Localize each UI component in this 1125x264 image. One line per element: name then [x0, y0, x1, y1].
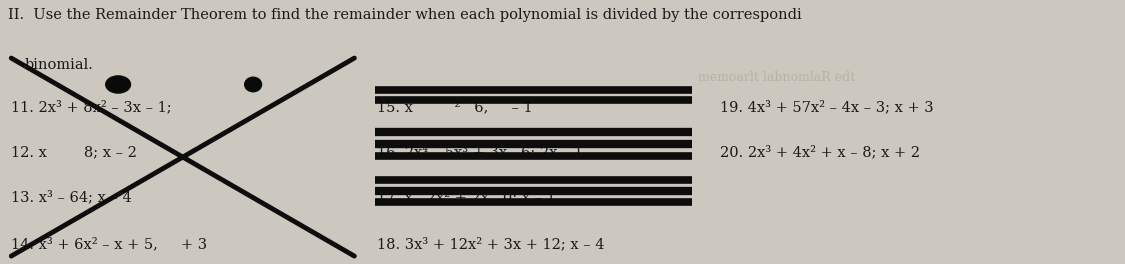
Text: 16  2x⁴ – 5x³ + 3x   6; 2x – 1: 16 2x⁴ – 5x³ + 3x 6; 2x – 1	[377, 145, 583, 159]
Text: 15. x         ²   6,     – 1: 15. x ² 6, – 1	[377, 100, 532, 114]
Text: 17. x   2x² + 2x   0; x – 1: 17. x 2x² + 2x 0; x – 1	[377, 190, 556, 204]
Text: 14. x³ + 6x² – x + 5,     + 3: 14. x³ + 6x² – x + 5, + 3	[11, 238, 207, 252]
Text: 12. x        8; x – 2: 12. x 8; x – 2	[11, 145, 137, 159]
Text: 13. x³ – 64; x – 4: 13. x³ – 64; x – 4	[11, 190, 132, 204]
Text: 20. 2x³ + 4x² + x – 8; x + 2: 20. 2x³ + 4x² + x – 8; x + 2	[720, 145, 920, 159]
Text: II.  Use the Remainder Theorem to find the remainder when each polynomial is div: II. Use the Remainder Theorem to find th…	[8, 8, 802, 22]
Text: 19. 4x³ + 57x² – 4x – 3; x + 3: 19. 4x³ + 57x² – 4x – 3; x + 3	[720, 100, 934, 114]
Ellipse shape	[245, 77, 261, 92]
Text: 11. 2x³ + 8x² – 3x – 1;: 11. 2x³ + 8x² – 3x – 1;	[11, 100, 172, 114]
Text: binomial.: binomial.	[25, 58, 93, 72]
Ellipse shape	[106, 76, 130, 93]
Text: memoarlt labnomlaR edt: memoarlt labnomlaR edt	[698, 71, 855, 84]
Text: 18. 3x³ + 12x² + 3x + 12; x – 4: 18. 3x³ + 12x² + 3x + 12; x – 4	[377, 238, 604, 252]
